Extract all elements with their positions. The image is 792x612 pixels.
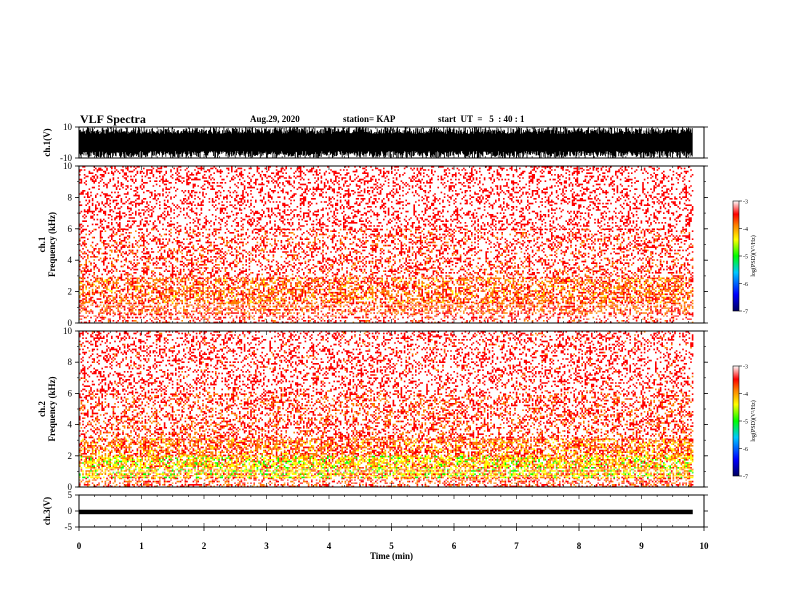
y-tick-label: 4 xyxy=(68,420,73,430)
x-tick-label: 7 xyxy=(514,541,519,551)
station-label: station= KAP xyxy=(343,114,396,124)
x-tick-label: 6 xyxy=(452,541,457,551)
y-tick-label: 8 xyxy=(68,357,73,367)
x-tick-label: 5 xyxy=(389,541,394,551)
x-tick-label: 9 xyxy=(639,541,644,551)
colorbar-tick-label: -4 xyxy=(743,227,748,233)
colorbar-label: log(PSD)(V²/Hz) xyxy=(750,400,757,441)
ch3-waveform-band xyxy=(79,509,693,515)
x-tick-label: 2 xyxy=(202,541,207,551)
y-tick-label: 10 xyxy=(63,326,73,336)
y-axis-label: Frequency (kHz) xyxy=(47,212,57,277)
x-tick-label: 4 xyxy=(327,541,332,551)
y-axis-label: ch.1(V) xyxy=(42,128,52,156)
colorbar-tick-label: -5 xyxy=(743,420,748,426)
ch2-spectrogram-cells xyxy=(79,331,694,488)
figure-title: VLF Spectra xyxy=(80,112,146,126)
y-tick-label: 0 xyxy=(68,482,73,492)
ch2-spectrogram-cells xyxy=(79,438,694,479)
y-tick-label: 2 xyxy=(68,451,73,461)
y-axis-label: ch.3(V) xyxy=(42,497,52,525)
y-tick-label: -5 xyxy=(65,522,73,532)
colorbar-tick-label: -6 xyxy=(743,447,748,453)
y-tick-label: -10 xyxy=(60,153,72,163)
y-tick-label: 10 xyxy=(63,161,73,171)
y-axis-label: ch.1 xyxy=(37,236,47,252)
ch1-waveform-trace xyxy=(78,127,693,158)
colorbar-tick-label: -3 xyxy=(743,200,748,206)
x-tick-label: 3 xyxy=(264,541,269,551)
y-tick-label: 0 xyxy=(68,318,73,328)
colorbar-tick-label: -4 xyxy=(743,392,748,398)
y-tick-label: 4 xyxy=(68,255,73,265)
start-time-label: start UT = 5 : 40 : 1 xyxy=(438,114,525,124)
x-tick-label: 10 xyxy=(700,541,710,551)
y-tick-label: 5 xyxy=(68,490,73,500)
colorbar-tick-label: -3 xyxy=(743,365,748,371)
y-tick-label: 0 xyxy=(68,506,73,516)
ch1-spectrogram-cells xyxy=(79,228,694,324)
ch1-spectrogram-image xyxy=(79,166,704,324)
x-tick-label: 1 xyxy=(139,541,144,551)
x-axis-label: Time (min) xyxy=(370,551,413,561)
y-tick-label: 2 xyxy=(68,287,73,297)
colorbar xyxy=(732,365,740,477)
y-tick-label: 6 xyxy=(68,388,73,398)
ch2-spectrogram-cells xyxy=(79,455,694,479)
colorbar xyxy=(732,200,740,312)
colorbar-tick-label: -6 xyxy=(743,282,748,288)
x-tick-label: 8 xyxy=(577,541,582,551)
x-tick-label: 0 xyxy=(77,541,82,551)
colorbar-label: log(PSD)(V²/Hz) xyxy=(750,235,757,276)
y-axis-label: ch.2 xyxy=(37,401,47,417)
ch1-spectrogram-cells xyxy=(79,277,694,304)
ch1-spectrogram-cells xyxy=(79,166,694,324)
y-tick-label: 10 xyxy=(63,122,73,132)
ch1-waveform-line xyxy=(78,127,693,158)
y-tick-label: 8 xyxy=(68,192,73,202)
date-label: Aug.29, 2020 xyxy=(250,114,300,124)
ch2-spectrogram-cells xyxy=(79,331,694,488)
colorbar-tick-label: -5 xyxy=(743,255,748,261)
ch2-spectrogram-image xyxy=(79,331,704,488)
colorbar-tick-label: -7 xyxy=(743,475,748,481)
ch2-spectrogram-cells xyxy=(79,331,694,488)
y-axis-label: Frequency (kHz) xyxy=(47,376,57,441)
colorbar-tick-label: -7 xyxy=(743,310,748,316)
y-tick-label: 6 xyxy=(68,224,73,234)
